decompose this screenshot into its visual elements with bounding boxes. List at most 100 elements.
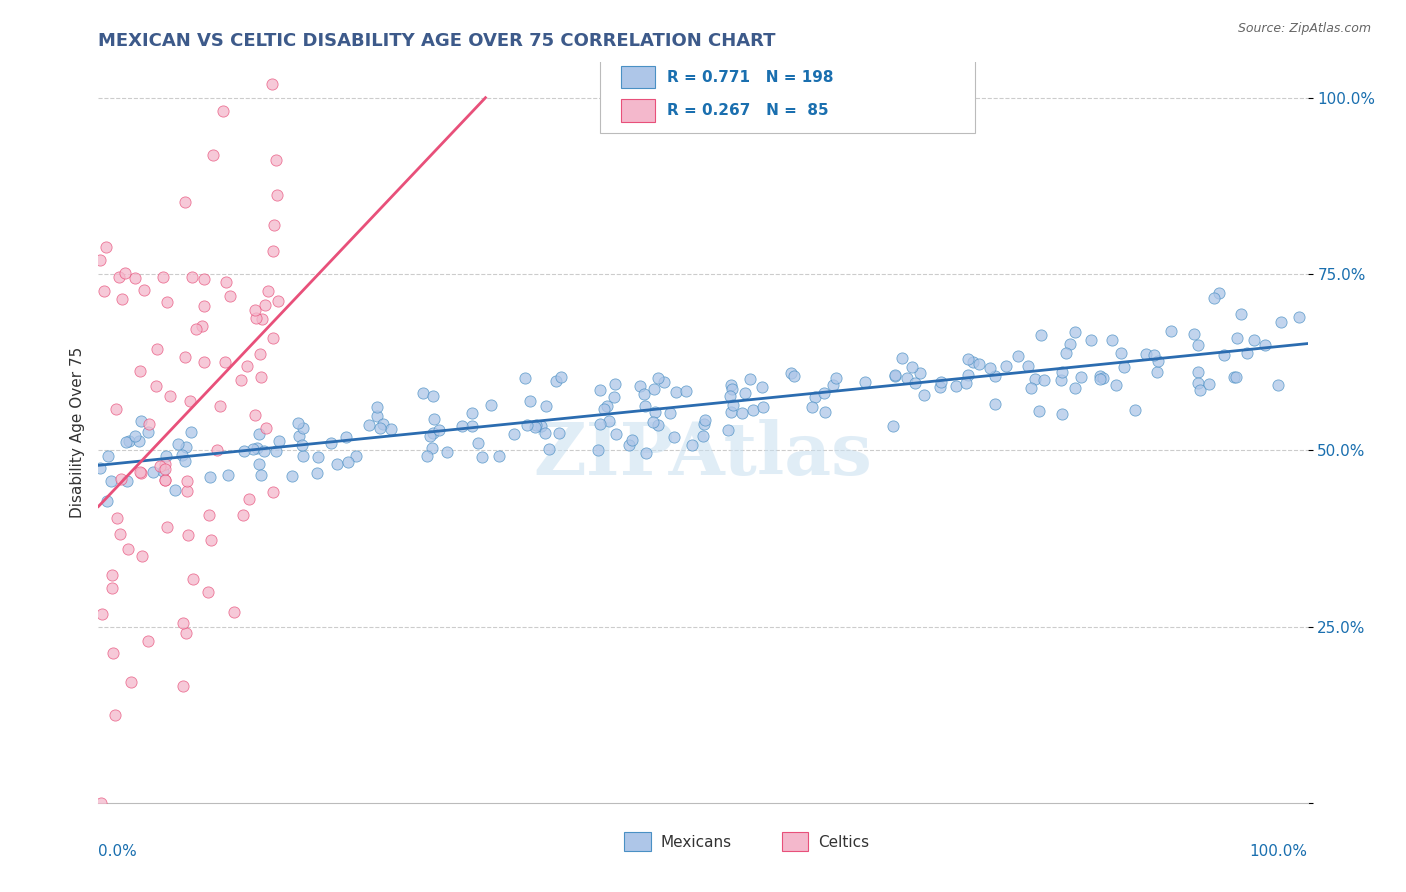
Point: [124, 429, 146, 443]
Point: [720, 405, 742, 419]
Text: Source: ZipAtlas.com: Source: ZipAtlas.com: [1237, 22, 1371, 36]
Point: [721, 382, 744, 396]
Point: [214, 355, 236, 369]
Point: [488, 450, 510, 464]
Text: MEXICAN VS CELTIC DISABILITY AGE OVER 75 CORRELATION CHART: MEXICAN VS CELTIC DISABILITY AGE OVER 75…: [98, 32, 776, 50]
Point: [692, 429, 714, 443]
Point: [291, 421, 314, 435]
Point: [1050, 407, 1073, 421]
Point: [91, 607, 114, 621]
Point: [1243, 333, 1265, 347]
Point: [197, 508, 219, 522]
Point: [250, 467, 273, 482]
Point: [184, 322, 207, 336]
Point: [605, 427, 627, 442]
Point: [198, 470, 221, 484]
Point: [718, 389, 741, 403]
Point: [233, 444, 256, 458]
Point: [1146, 365, 1168, 379]
Point: [128, 465, 150, 479]
Point: [155, 462, 177, 476]
Point: [191, 319, 214, 334]
Point: [200, 533, 222, 548]
Point: [238, 492, 260, 507]
Point: [172, 448, 194, 462]
Point: [717, 424, 740, 438]
Point: [804, 391, 827, 405]
Point: [1198, 377, 1220, 392]
Point: [598, 414, 620, 428]
Point: [695, 413, 717, 427]
Point: [117, 542, 139, 557]
Point: [292, 449, 315, 463]
Point: [1050, 373, 1073, 387]
Point: [1202, 291, 1225, 305]
Point: [644, 405, 666, 419]
Point: [1223, 369, 1246, 384]
Point: [111, 292, 134, 306]
Point: [89, 252, 111, 267]
Point: [634, 399, 657, 413]
Point: [523, 419, 546, 434]
Point: [524, 417, 547, 432]
Point: [131, 549, 153, 563]
Point: [1091, 371, 1114, 385]
Point: [105, 511, 128, 525]
Point: [146, 342, 169, 356]
Point: [929, 380, 952, 394]
Point: [115, 434, 138, 449]
Point: [103, 708, 125, 723]
Point: [96, 493, 118, 508]
Point: [120, 674, 142, 689]
Point: [984, 369, 1007, 384]
Point: [516, 417, 538, 432]
Point: [371, 417, 394, 431]
Point: [665, 384, 688, 399]
Point: [141, 465, 163, 479]
Point: [1187, 366, 1209, 380]
Point: [326, 457, 349, 471]
Point: [149, 458, 172, 473]
Point: [824, 371, 846, 385]
Point: [908, 366, 931, 380]
FancyBboxPatch shape: [600, 55, 976, 133]
Point: [1007, 349, 1029, 363]
Point: [420, 442, 443, 456]
Point: [174, 440, 197, 454]
Point: [90, 796, 112, 810]
Bar: [782, 832, 808, 851]
Point: [945, 379, 967, 393]
Point: [176, 483, 198, 498]
Point: [193, 299, 215, 313]
Point: [245, 310, 267, 325]
Point: [536, 400, 558, 414]
Text: Celtics: Celtics: [818, 835, 869, 849]
Point: [419, 429, 441, 443]
Point: [1070, 369, 1092, 384]
Point: [957, 352, 980, 367]
Point: [1050, 365, 1073, 379]
Point: [734, 386, 756, 401]
Point: [1114, 360, 1136, 375]
Point: [1225, 370, 1247, 384]
Point: [152, 269, 174, 284]
Point: [593, 402, 616, 417]
Point: [1123, 403, 1146, 417]
Point: [955, 376, 977, 391]
Point: [165, 483, 187, 498]
Point: [1270, 315, 1292, 329]
Point: [247, 457, 270, 471]
Point: [236, 359, 259, 373]
Point: [412, 385, 434, 400]
Point: [179, 394, 201, 409]
Point: [262, 244, 284, 258]
Bar: [624, 832, 651, 851]
Point: [152, 463, 174, 477]
Point: [266, 153, 288, 167]
Point: [891, 351, 914, 365]
Point: [742, 403, 765, 417]
Point: [643, 383, 665, 397]
Point: [693, 417, 716, 431]
Point: [586, 443, 609, 458]
Point: [250, 312, 273, 326]
